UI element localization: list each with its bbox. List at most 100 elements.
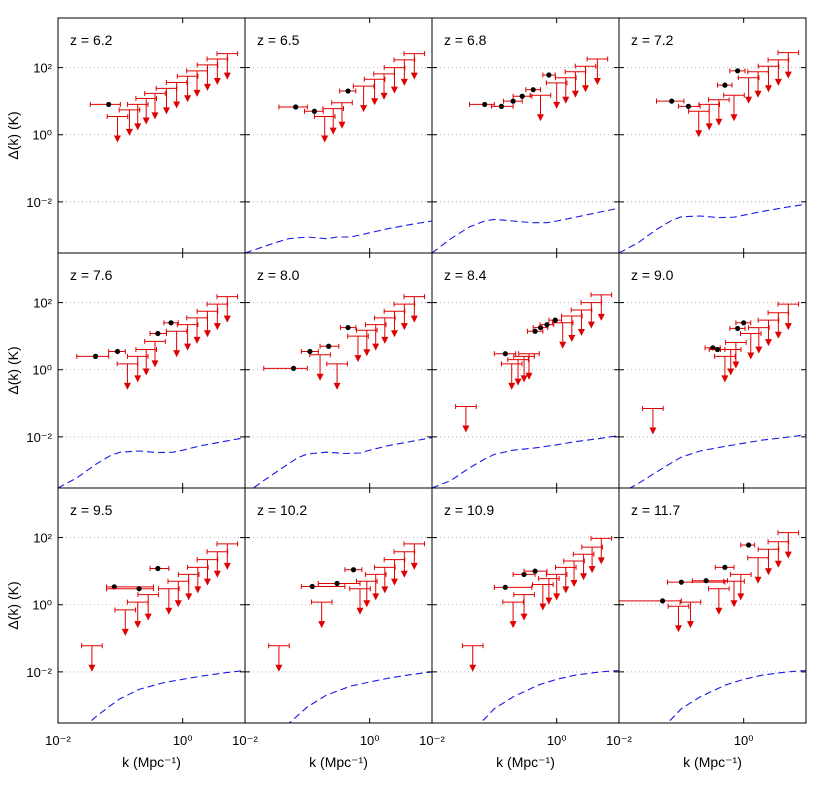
- upper-limit: [529, 92, 552, 122]
- redshift-label: z = 10.2: [257, 502, 307, 518]
- limit-arrow-head: [745, 96, 753, 104]
- detection: [740, 542, 756, 548]
- upper-limit: [777, 301, 800, 331]
- limit-arrow-head: [316, 373, 324, 381]
- upper-limit: [176, 322, 199, 351]
- upper-limit: [532, 582, 554, 611]
- detection: [344, 567, 363, 573]
- upper-limit: [393, 57, 416, 86]
- limit-arrow-head: [721, 375, 729, 383]
- y-tick-label: 10⁻²: [26, 665, 52, 680]
- upper-limit: [570, 307, 593, 337]
- upper-limit: [757, 317, 780, 347]
- detection-point: [722, 564, 728, 570]
- limit-arrow-head: [509, 621, 517, 629]
- limit-arrow-head: [88, 664, 96, 672]
- upper-limit: [561, 313, 583, 342]
- limit-arrow-head: [223, 562, 231, 570]
- y-tick-label: 10⁻²: [26, 430, 52, 445]
- upper-limit: [383, 557, 406, 586]
- panel-11: z = 10.9: [431, 487, 620, 724]
- panel-content: [461, 535, 619, 723]
- detection: [469, 101, 495, 108]
- limit-arrow-head: [774, 331, 782, 339]
- limit-arrow-head: [193, 336, 201, 344]
- limit-arrow-head: [570, 580, 578, 588]
- y-tick-label: 10²: [33, 61, 52, 76]
- limit-arrow-head: [184, 95, 192, 103]
- upper-limit: [176, 73, 199, 103]
- limit-arrow-head: [536, 114, 544, 122]
- panel-1: z = 6.2: [57, 17, 246, 254]
- detection: [149, 565, 170, 572]
- model-line: [479, 669, 619, 723]
- limit-arrow-head: [194, 586, 202, 594]
- limit-arrow-head: [113, 135, 121, 143]
- x-tick-label: 10⁻²: [606, 733, 632, 748]
- detection: [300, 583, 346, 590]
- upper-limit: [216, 51, 239, 80]
- panel-frame: [244, 487, 433, 724]
- panel-frame: [431, 252, 620, 489]
- detection: [149, 330, 167, 337]
- upper-limit: [196, 308, 219, 338]
- limit-arrow-head: [784, 71, 792, 79]
- x-tick-label: 10⁻²: [419, 733, 445, 748]
- detection: [493, 584, 533, 590]
- detection: [548, 317, 563, 323]
- model-line: [666, 669, 806, 723]
- limit-arrow-head: [587, 321, 595, 329]
- detection: [716, 82, 733, 88]
- upper-limit: [326, 361, 348, 390]
- panel-2: z = 6.5: [244, 17, 433, 254]
- redshift-label: z = 7.6: [70, 267, 113, 283]
- upper-limit: [507, 357, 529, 386]
- limit-arrow-head: [380, 92, 388, 100]
- detection-point: [345, 324, 351, 331]
- panel-6: z = 8.0: [244, 252, 433, 489]
- upper-limit: [455, 404, 477, 433]
- upper-limit: [135, 347, 157, 376]
- upper-limit: [126, 101, 149, 131]
- upper-limit: [347, 333, 369, 363]
- detection-point: [530, 87, 536, 93]
- detection-point: [521, 571, 527, 578]
- limit-arrow-head: [514, 378, 522, 386]
- limit-arrow-head: [727, 368, 735, 376]
- upper-limit: [714, 353, 736, 383]
- limit-arrow-head: [390, 330, 398, 338]
- limit-arrow-head: [123, 382, 131, 390]
- y-tick-label: 10⁰: [32, 363, 52, 378]
- upper-limit: [374, 564, 396, 594]
- limit-arrow-head: [737, 593, 745, 601]
- upper-limit: [667, 603, 690, 633]
- upper-limit: [747, 69, 769, 98]
- limit-arrow-head: [151, 360, 159, 368]
- limit-arrow-head: [754, 576, 762, 584]
- panel-10: z = 10.2: [244, 487, 433, 724]
- limit-arrow-head: [223, 72, 231, 80]
- x-axis-label: k (Mpc⁻¹): [309, 754, 368, 770]
- limit-arrow-head: [318, 621, 326, 629]
- panel-4: z = 7.2: [618, 17, 807, 254]
- x-tick-label: 10⁻²: [45, 733, 71, 748]
- detection-point: [659, 598, 666, 604]
- upper-limit: [767, 310, 790, 339]
- upper-limit: [155, 85, 178, 115]
- upper-limit: [331, 100, 353, 129]
- upper-limit: [313, 113, 336, 143]
- limit-arrow-head: [134, 375, 142, 383]
- x-axis-label: k (Mpc⁻¹): [683, 754, 742, 770]
- y-tick-label: 10⁰: [32, 128, 52, 143]
- panel-content: [81, 541, 245, 723]
- upper-limit: [349, 586, 371, 615]
- model-line: [87, 669, 245, 723]
- detection: [539, 322, 555, 328]
- x-tick-label: 10⁰: [173, 733, 193, 748]
- detection: [76, 353, 110, 359]
- limit-arrow-head: [562, 96, 570, 104]
- detection-point: [735, 68, 741, 74]
- detection: [656, 98, 685, 104]
- upper-limit: [126, 353, 149, 383]
- detection-point: [532, 328, 538, 334]
